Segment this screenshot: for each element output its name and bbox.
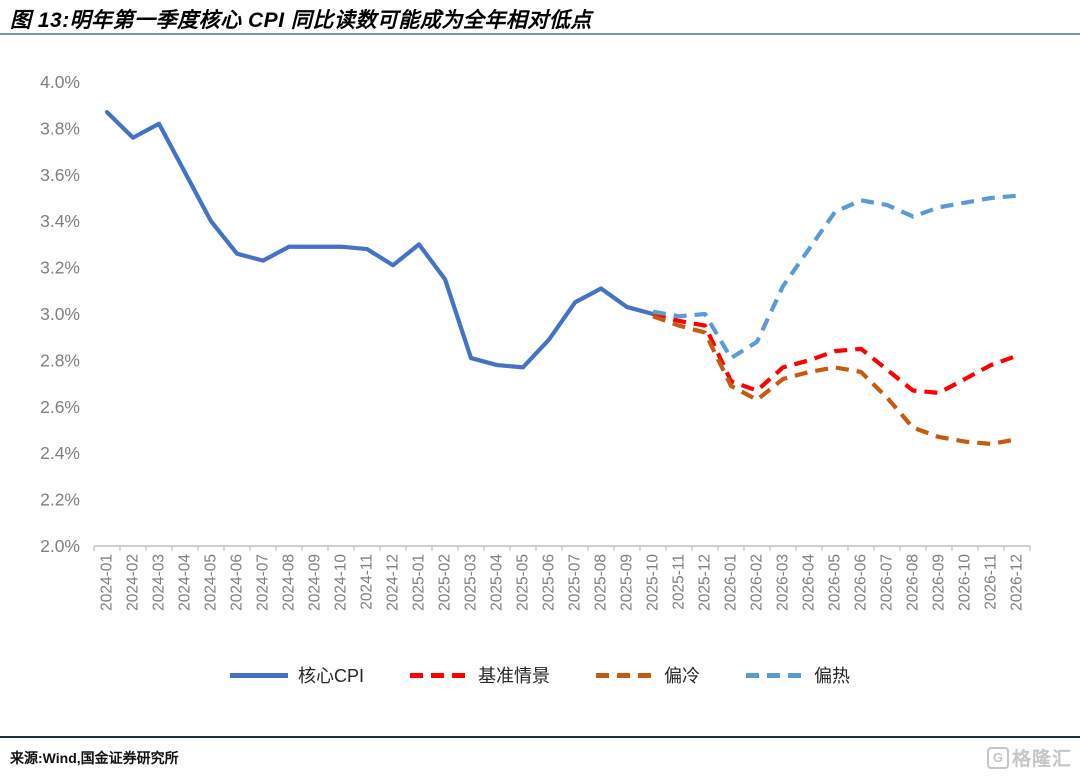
y-axis-label: 2.6% (40, 397, 80, 417)
y-axis-label: 3.8% (40, 118, 80, 138)
y-axis-label: 4.0% (40, 72, 80, 92)
y-axis-label: 3.6% (40, 165, 80, 185)
legend-label: 偏热 (814, 666, 850, 686)
x-axis-label: 2025-04 (489, 554, 506, 611)
x-axis-label: 2026-09 (931, 554, 948, 611)
x-axis-label: 2025-07 (567, 554, 584, 611)
y-axis-label: 2.4% (40, 443, 80, 463)
x-axis-label: 2025-01 (411, 554, 428, 611)
x-axis-label: 2026-12 (1009, 554, 1026, 611)
legend-label: 基准情景 (478, 666, 550, 686)
x-axis-label: 2024-08 (281, 554, 298, 611)
x-axis-label: 2024-04 (177, 554, 194, 611)
baseline-line-swatch (410, 672, 468, 678)
series-line-核心CPI (104, 110, 656, 370)
gelonghui-logo-icon: G (986, 746, 1009, 769)
x-axis-label: 2026-04 (801, 554, 818, 611)
hot-line-swatch (746, 672, 804, 678)
x-axis-label: 2026-07 (879, 554, 896, 611)
x-axis-label: 2024-10 (333, 554, 350, 611)
legend-label: 核心CPI (297, 666, 364, 686)
series-line-基准情景 (652, 311, 1018, 395)
gelonghui-logo-text: 格隆汇 (1011, 749, 1072, 770)
series-line-偏冷 (652, 314, 1018, 447)
x-axis-label: 2026-08 (905, 554, 922, 611)
legend-item-cold: 偏冷 (596, 662, 700, 688)
x-axis-label: 2025-10 (645, 554, 662, 611)
legend-item-hot: 偏热 (746, 662, 850, 688)
x-axis-label: 2026-10 (957, 554, 974, 611)
x-axis-label: 2025-06 (541, 554, 558, 611)
cpi-scenario-chart: 2.0% 2.2% 2.4% 2.6% 2.8% 3.0% 3.2% 3.4% 3.6% 3.8%… (40, 72, 1031, 611)
chart-legend: 核心CPI 基准情景 偏冷 偏热 (0, 662, 1080, 688)
x-axis-label: 2025-05 (515, 554, 532, 611)
x-axis-label: 2026-11 (983, 554, 1000, 610)
x-axis-label: 2026-02 (749, 554, 766, 611)
x-axis-label: 2025-12 (697, 554, 714, 611)
y-axis-label: 3.2% (40, 258, 80, 278)
y-axis-label: 2.2% (40, 490, 80, 510)
source-note: 来源:Wind,国金证券研究所 (10, 750, 179, 766)
y-axis-label: 3.0% (40, 304, 80, 324)
gelonghui-watermark: G 格隆汇 (986, 744, 1072, 771)
x-axis-label: 2024-09 (307, 554, 324, 611)
x-axis-label: 2026-05 (827, 554, 844, 611)
x-axis-label: 2025-08 (593, 554, 610, 611)
x-axis-label: 2025-11 (671, 554, 688, 610)
legend-label: 偏冷 (664, 666, 700, 686)
x-axis-label: 2024-05 (203, 554, 220, 611)
series-line-偏热 (652, 193, 1018, 361)
x-axis-label: 2024-11 (359, 554, 376, 610)
x-axis-label: 2026-03 (775, 554, 792, 611)
x-axis-label: 2026-01 (723, 554, 740, 611)
x-axis-label: 2024-01 (99, 554, 116, 611)
legend-item-core-cpi: 核心CPI (229, 662, 364, 688)
x-axis-label: 2024-03 (151, 554, 168, 611)
legend-item-baseline: 基准情景 (410, 662, 550, 688)
y-axis-label: 2.0% (40, 536, 80, 556)
x-axis-label: 2025-09 (619, 554, 636, 611)
y-axis-label: 3.4% (40, 211, 80, 231)
x-axis-label: 2024-07 (255, 554, 272, 611)
x-axis-label: 2024-06 (229, 554, 246, 611)
core-cpi-line-swatch (229, 672, 288, 678)
footer-divider (0, 736, 1080, 738)
x-axis-label: 2024-12 (385, 554, 402, 611)
y-axis-label: 2.8% (40, 350, 80, 370)
chart-title: 图 13:明年第一季度核心 CPI 同比读数可能成为全年相对低点 (10, 9, 592, 32)
title-divider (0, 33, 1080, 35)
x-axis-label: 2025-02 (437, 554, 454, 611)
x-axis-label: 2025-03 (463, 554, 480, 611)
x-axis-label: 2024-02 (125, 554, 142, 611)
cold-line-swatch (596, 672, 654, 678)
x-axis-label: 2026-06 (853, 554, 870, 611)
